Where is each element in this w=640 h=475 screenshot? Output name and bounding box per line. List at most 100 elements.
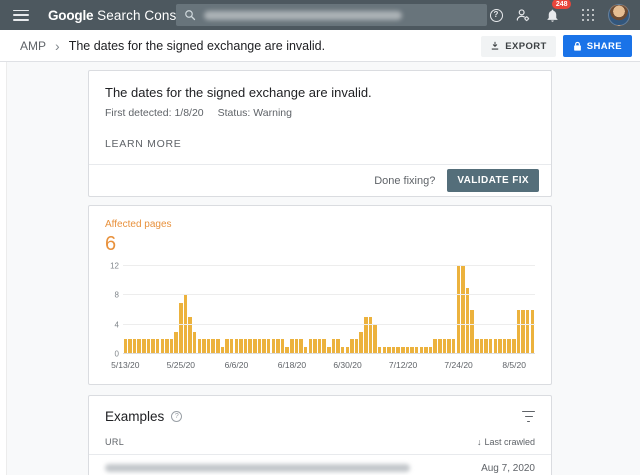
chart-bar[interactable] bbox=[442, 339, 447, 354]
chart-bar[interactable] bbox=[525, 310, 530, 354]
chart-bar[interactable] bbox=[368, 317, 373, 354]
notifications-button[interactable]: 248 bbox=[540, 0, 571, 27]
chart-bar[interactable] bbox=[137, 339, 141, 354]
chart-bar[interactable] bbox=[438, 339, 442, 354]
chart-bar[interactable] bbox=[516, 310, 521, 354]
examples-help-icon[interactable]: ? bbox=[171, 411, 183, 422]
chart-bar[interactable] bbox=[165, 339, 169, 354]
chart-bar[interactable] bbox=[257, 339, 262, 354]
chart-bar[interactable] bbox=[174, 332, 178, 354]
chart-bar[interactable] bbox=[169, 339, 174, 354]
chart-bar[interactable] bbox=[475, 339, 479, 354]
chart-bar[interactable] bbox=[410, 346, 414, 354]
chart-bar[interactable] bbox=[336, 339, 340, 354]
chart-bar[interactable] bbox=[290, 339, 294, 354]
apps-button[interactable] bbox=[576, 3, 600, 27]
chart-bar[interactable] bbox=[465, 288, 470, 354]
chart-bar[interactable] bbox=[151, 339, 155, 354]
chart-bar[interactable] bbox=[285, 346, 289, 354]
chart-bar[interactable] bbox=[484, 339, 488, 354]
chart-bar[interactable] bbox=[197, 339, 202, 354]
chart-bar[interactable] bbox=[447, 339, 451, 354]
chart-bar[interactable] bbox=[202, 339, 206, 354]
chart-bar[interactable] bbox=[373, 324, 377, 354]
chart-bar[interactable] bbox=[313, 339, 317, 354]
chart-bar[interactable] bbox=[470, 310, 474, 354]
chart-bar[interactable] bbox=[433, 339, 437, 354]
chart-bar[interactable] bbox=[280, 339, 285, 354]
filter-icon[interactable] bbox=[522, 411, 535, 422]
chart-bar[interactable] bbox=[160, 339, 165, 354]
menu-icon[interactable] bbox=[13, 9, 29, 21]
chart-bar[interactable] bbox=[308, 339, 313, 354]
user-settings-button[interactable] bbox=[511, 3, 535, 27]
share-button[interactable]: SHARE bbox=[562, 35, 632, 57]
chart-bar[interactable] bbox=[229, 339, 234, 354]
chart-bar[interactable] bbox=[391, 346, 396, 354]
chart-bar[interactable] bbox=[419, 346, 424, 354]
chart-bar[interactable] bbox=[405, 346, 410, 354]
chart-bar[interactable] bbox=[188, 317, 192, 354]
help-button[interactable]: ? bbox=[484, 3, 508, 27]
chart-bar[interactable] bbox=[294, 339, 299, 354]
chart-bar[interactable] bbox=[142, 339, 146, 354]
chart-bar[interactable] bbox=[340, 346, 345, 354]
chart-bar[interactable] bbox=[211, 339, 215, 354]
chart-bar[interactable] bbox=[276, 339, 280, 354]
chart-bar[interactable] bbox=[123, 339, 128, 354]
chart-bar[interactable] bbox=[345, 346, 350, 354]
chart-bar[interactable] bbox=[179, 302, 183, 354]
chart-bar[interactable] bbox=[364, 317, 368, 354]
chart-bar[interactable] bbox=[488, 339, 493, 354]
affected-pages-chart[interactable]: 0 4 8 12 5/13/20 5/25/20 6/6/20 6/18/20 6/30/20… bbox=[110, 262, 535, 374]
chart-bar[interactable] bbox=[146, 339, 151, 354]
chart-bar[interactable] bbox=[303, 346, 308, 354]
chart-bar[interactable] bbox=[271, 339, 276, 354]
chart-bar[interactable] bbox=[299, 339, 303, 354]
chart-bar[interactable] bbox=[317, 339, 322, 354]
chart-bar[interactable] bbox=[502, 339, 507, 354]
chart-bar[interactable] bbox=[327, 346, 331, 354]
chart-bar[interactable] bbox=[234, 339, 239, 354]
chart-bar[interactable] bbox=[359, 332, 363, 354]
chart-bar[interactable] bbox=[132, 339, 137, 354]
chart-bar[interactable] bbox=[493, 339, 498, 354]
chart-bar[interactable] bbox=[192, 332, 197, 354]
chart-bar[interactable] bbox=[414, 346, 419, 354]
chart-bar[interactable] bbox=[401, 346, 405, 354]
chart-bar[interactable] bbox=[451, 339, 456, 354]
export-button[interactable]: EXPORT bbox=[481, 35, 556, 57]
chart-bar[interactable] bbox=[396, 346, 400, 354]
chart-bar[interactable] bbox=[424, 346, 428, 354]
chart-bar[interactable] bbox=[507, 339, 511, 354]
chart-bar[interactable] bbox=[456, 266, 461, 354]
chart-bar[interactable] bbox=[479, 339, 484, 354]
chart-bar[interactable] bbox=[225, 339, 229, 354]
chart-bar[interactable] bbox=[220, 346, 225, 354]
chart-bar[interactable] bbox=[461, 266, 465, 354]
chart-bar[interactable] bbox=[387, 346, 391, 354]
account-avatar[interactable] bbox=[608, 4, 630, 26]
example-row[interactable]: Aug 7, 2020 bbox=[89, 454, 551, 475]
chart-bar[interactable] bbox=[206, 339, 211, 354]
validate-fix-button[interactable]: VALIDATE FIX bbox=[447, 169, 539, 192]
chart-bar[interactable] bbox=[382, 346, 387, 354]
chart-bar[interactable] bbox=[216, 339, 220, 354]
chart-bar[interactable] bbox=[428, 346, 433, 354]
learn-more-link[interactable]: LEARN MORE bbox=[105, 138, 182, 150]
chart-bar[interactable] bbox=[128, 339, 132, 354]
chart-bar[interactable] bbox=[243, 339, 248, 354]
chart-bar[interactable] bbox=[266, 339, 271, 354]
chart-bar[interactable] bbox=[253, 339, 257, 354]
chart-bar[interactable] bbox=[248, 339, 252, 354]
search-input[interactable] bbox=[176, 4, 487, 26]
chart-bar[interactable] bbox=[530, 310, 535, 354]
chart-bar[interactable] bbox=[512, 339, 516, 354]
chart-bar[interactable] bbox=[350, 339, 354, 354]
column-last-crawled[interactable]: ↓ Last crawled bbox=[476, 437, 535, 447]
chart-bar[interactable] bbox=[354, 339, 359, 354]
chart-bar[interactable] bbox=[498, 339, 502, 354]
chart-bar[interactable] bbox=[155, 339, 160, 354]
chart-bar[interactable] bbox=[521, 310, 525, 354]
chart-bar[interactable] bbox=[322, 339, 326, 354]
